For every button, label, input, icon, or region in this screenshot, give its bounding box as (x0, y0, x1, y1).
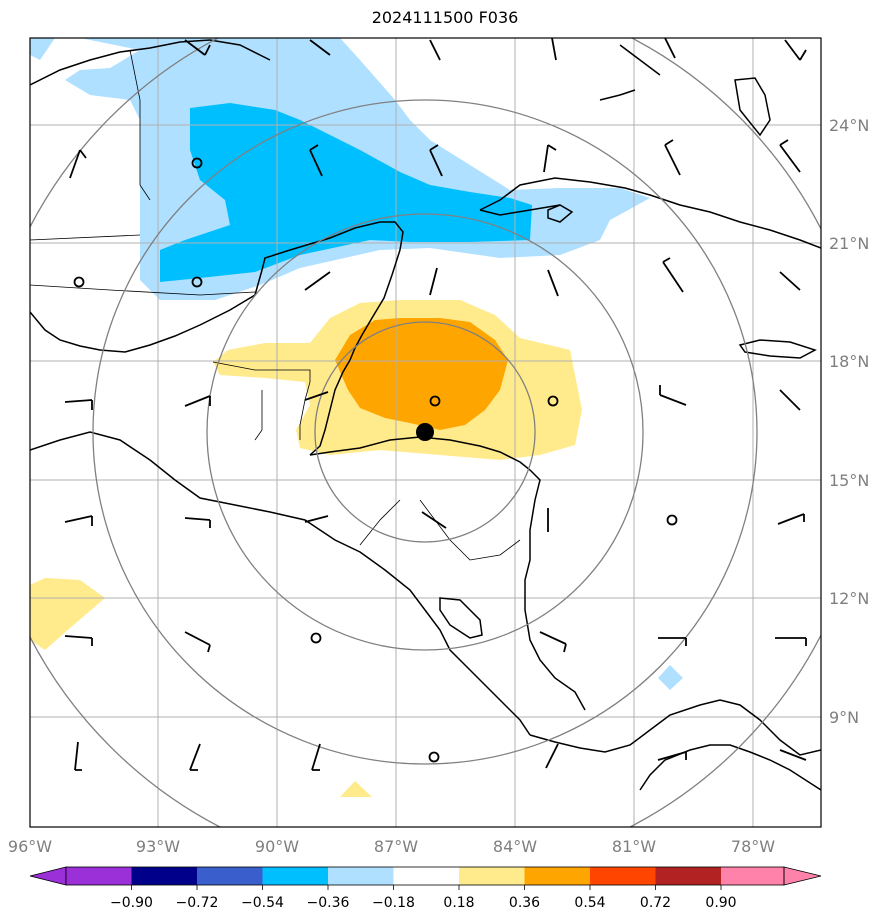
lon-label: 78°W (731, 837, 775, 856)
lon-label: 84°W (493, 837, 537, 856)
positive-anomaly-orange (335, 318, 508, 430)
map-border (29, 37, 822, 828)
map-title: 2024111500 F036 (371, 8, 519, 27)
latitude-labels: 24°N 21°N 18°N 15°N 12°N 9°N (829, 116, 869, 727)
colorbar-segment (328, 867, 394, 885)
colorbar-tick-label: −0.18 (372, 895, 415, 911)
lat-label: 24°N (829, 116, 869, 135)
colorbar-segment (459, 867, 525, 885)
coastlines (30, 39, 821, 791)
gridlines (30, 38, 821, 827)
colorbar-extend-low (29, 866, 67, 886)
colorbar-segment (655, 867, 721, 885)
lon-label: 81°W (612, 837, 656, 856)
political-borders (30, 49, 521, 561)
positive-anomaly-left (30, 578, 105, 650)
range-rings (30, 38, 821, 827)
colorbar-outline (65, 866, 785, 886)
lon-label: 90°W (255, 837, 299, 856)
colorbar-segment (131, 867, 197, 885)
wind-barbs (64, 38, 807, 771)
lat-label: 9°N (829, 708, 859, 727)
lat-label: 12°N (829, 589, 869, 608)
positive-anomaly-bottom (340, 781, 372, 797)
colorbar: −0.90 −0.72 −0.54 −0.36 −0.18 0.18 0.36 … (29, 866, 822, 911)
lat-label: 21°N (829, 234, 869, 253)
colorbar-tick-label: 0.36 (509, 895, 540, 911)
colorbar-segment (262, 867, 328, 885)
lon-label: 87°W (374, 837, 418, 856)
shaded-anomaly-fields (30, 38, 683, 797)
colorbar-extend-high (783, 866, 822, 886)
colorbar-tick-label: 0.72 (640, 895, 671, 911)
colorbar-tick-label: −0.72 (176, 895, 219, 911)
negative-anomaly-small (658, 665, 683, 690)
calm-wind-circles (73, 157, 678, 763)
colorbar-segment (66, 867, 132, 885)
colorbar-tick-label: −0.90 (110, 895, 153, 911)
colorbar-segment (721, 867, 784, 885)
colorbar-segment (393, 867, 459, 885)
colorbar-tick-label: 0.90 (705, 895, 736, 911)
colorbar-tick-label: 0.18 (443, 895, 474, 911)
lat-label: 15°N (829, 471, 869, 490)
longitude-labels: 96°W 93°W 90°W 87°W 84°W 81°W 78°W (8, 837, 775, 856)
colorbar-tick-label: −0.36 (307, 895, 350, 911)
colorbar-segment (524, 867, 590, 885)
lat-label: 18°N (829, 352, 869, 371)
colorbar-segment (590, 867, 656, 885)
storm-center-marker (416, 423, 434, 441)
colorbar-tick-label: 0.54 (574, 895, 605, 911)
colorbar-tick-label: −0.54 (241, 895, 284, 911)
lon-label: 96°W (8, 837, 52, 856)
lon-label: 93°W (136, 837, 180, 856)
colorbar-segment (197, 867, 263, 885)
